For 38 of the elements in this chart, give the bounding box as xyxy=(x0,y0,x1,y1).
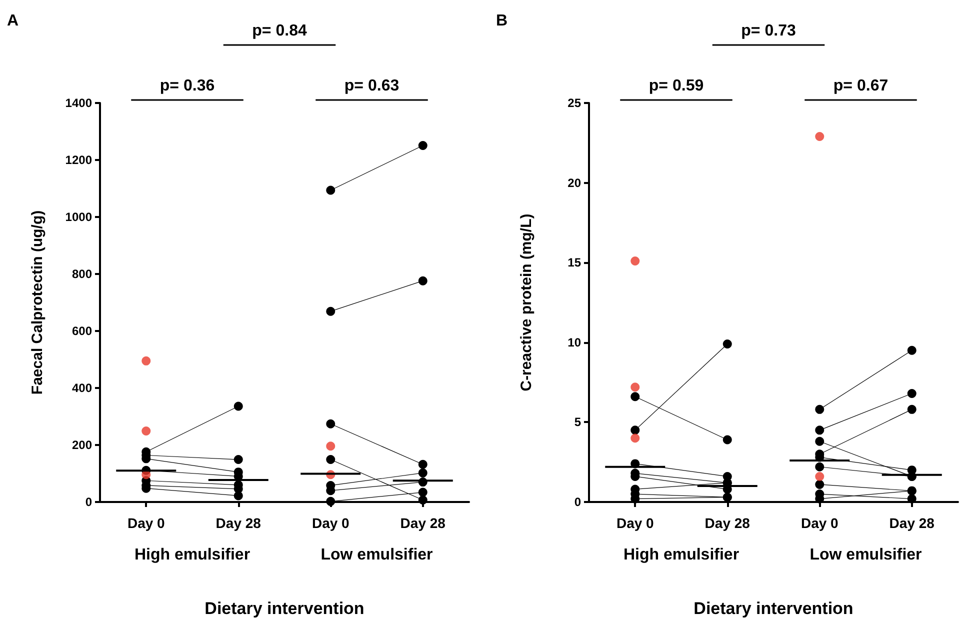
y-tick-label: 600 xyxy=(72,324,92,338)
y-tick-label: 15 xyxy=(568,256,582,270)
x-axis-title: Dietary intervention xyxy=(204,599,364,618)
y-tick-label: 5 xyxy=(574,415,582,430)
y-axis-title: Faecal Calprotectin (ug/g) xyxy=(29,210,46,395)
text: p= 0.84 xyxy=(252,22,307,40)
y-tick-label: 200 xyxy=(72,438,92,452)
y-axis-title: C-reactive protein (mg/L) xyxy=(518,214,535,392)
text: p= 0.73 xyxy=(741,22,796,40)
x-tick-label: Day 0 xyxy=(800,515,839,531)
chart-title: A xyxy=(7,12,19,30)
text: Low emulsifier xyxy=(320,546,433,564)
text: High emulsifier xyxy=(623,546,740,564)
text: p= 0.67 xyxy=(833,78,888,94)
text: p= 0.59 xyxy=(648,78,704,94)
y-tick-label: 1200 xyxy=(65,153,92,167)
y-tick-label: 0 xyxy=(574,495,582,509)
y-tick-label: 1000 xyxy=(65,210,92,224)
x-tick-label: Day 28 xyxy=(216,515,262,531)
y-tick-label: 25 xyxy=(568,96,582,110)
x-axis-title: Dietary intervention xyxy=(694,599,854,618)
y-tick-label: 20 xyxy=(568,176,582,190)
chart-title: B xyxy=(496,12,508,30)
x-tick-label: Day 28 xyxy=(704,515,750,531)
text: p= 0.36 xyxy=(160,78,215,94)
x-tick-label: Day 28 xyxy=(400,515,446,531)
x-tick-label: Day 0 xyxy=(312,515,350,531)
y-tick-label: 0 xyxy=(85,495,92,509)
y-tick-label: 800 xyxy=(72,267,92,281)
y-tick-label: 1400 xyxy=(65,96,92,110)
text: High emulsifier xyxy=(134,546,250,564)
x-tick-label: Day 0 xyxy=(616,515,654,531)
y-tick-label: 10 xyxy=(568,335,582,350)
text: p= 0.63 xyxy=(344,78,400,94)
x-tick-label: Day 0 xyxy=(127,515,166,531)
y-tick-label: 400 xyxy=(72,381,92,395)
text: Low emulsifier xyxy=(810,546,922,564)
x-tick-label: Day 28 xyxy=(889,515,935,531)
